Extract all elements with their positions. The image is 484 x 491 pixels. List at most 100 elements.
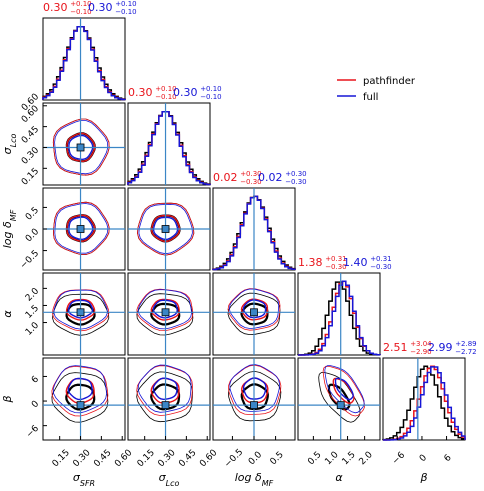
panel-1-1: 0.30 +0.10−0.100.30 +0.10−0.10 [127, 85, 222, 186]
contour-1sigma-black [65, 383, 96, 411]
x-tick-label: 2.0 [358, 450, 375, 467]
panel-3-1 [127, 272, 211, 356]
panel-frame [127, 272, 211, 356]
contour-2sigma-black [228, 370, 282, 422]
contour-2sigma-full [137, 364, 192, 413]
summary-plus-pathfinder-3: +0.31 [325, 255, 346, 263]
contour-2sigma-black [318, 372, 361, 423]
y-tick-label: 0.30 [20, 145, 41, 166]
contour-2sigma-pathfinder [136, 365, 193, 416]
summary-plus-pathfinder-0: +0.10 [70, 0, 91, 8]
truth-marker [76, 401, 85, 410]
y-axis-label-4: β [1, 395, 14, 403]
summary-plus-pathfinder-1: +0.10 [155, 85, 176, 93]
hist-black [42, 25, 126, 100]
contour-1sigma-full [242, 299, 267, 319]
panel-0-0: 0.30 +0.10−0.100.30 +0.10−0.100.60 [20, 0, 137, 113]
summary-median-full-3: 1.40 [343, 256, 368, 269]
y-tick-label: 2.0 [24, 286, 41, 303]
summary-median-pathfinder-2: 0.02 [213, 171, 238, 184]
x-tick-label: 0.30 [71, 448, 92, 469]
summary-minus-full-1: −0.10 [200, 93, 221, 101]
contour-1sigma-black [65, 302, 96, 326]
summary-minus-pathfinder-4: −2.90 [410, 348, 431, 356]
x-tick-label: 0.60 [113, 448, 134, 469]
x-tick-label: 1.0 [323, 450, 340, 467]
x-axis-label-0: σSFR [73, 471, 95, 488]
x-tick-label: 6 [443, 453, 454, 464]
summary-plus-full-3: +0.31 [370, 255, 391, 263]
legend: pathfinder full [337, 76, 416, 103]
summary-median-full-0: 0.30 [88, 1, 113, 14]
x-tick-label: 0.30 [156, 448, 177, 469]
panel-3-3: 1.38 +0.31−0.301.40 +0.31−0.30 [297, 255, 392, 356]
summary-median-full-4: 2.99 [428, 341, 453, 354]
panel-frame [297, 272, 381, 356]
truth-marker [161, 225, 170, 233]
hist-pathfinder [383, 365, 466, 441]
panel-4-0: 0.15 0.30 0.45 0.60 σSFR −6 0 6 β [1, 357, 135, 488]
x-tick-label: −0.5 [223, 447, 246, 470]
contour-1sigma-black [150, 383, 181, 411]
contour-2sigma-black [51, 372, 109, 423]
legend-label-pathfinder: pathfinder [363, 76, 416, 87]
summary-plus-full-2: +0.30 [285, 170, 306, 178]
panel-4-4: 2.51 +3.04−2.902.99 +2.89−2.72 −6 0 6 β [382, 340, 477, 484]
x-tick-label: 0.45 [92, 448, 113, 469]
contour-1sigma-pathfinder [150, 214, 181, 243]
contour-1sigma-pathfinder [66, 214, 96, 242]
legend-label-full: full [363, 92, 378, 103]
panel-frame [127, 357, 211, 441]
contour-1sigma-full [68, 216, 94, 240]
contour-2sigma-pathfinder [51, 365, 109, 417]
x-tick-label: −6 [391, 450, 408, 467]
panel-2-0: −0.5 0.0 0.5 log δMF [1, 187, 126, 272]
panel-frame [127, 102, 211, 186]
panel-frame [42, 357, 126, 441]
hist-full [127, 110, 211, 186]
contour-1sigma-full [152, 299, 178, 319]
y-tick-label: 0.15 [20, 166, 41, 187]
x-axis-label-3: α [335, 471, 343, 484]
hist-pathfinder [127, 110, 211, 186]
x-axis-label-2: log δMF [235, 471, 274, 488]
x-tick-label: 0.15 [51, 448, 72, 469]
truth-marker [250, 401, 258, 410]
y-axis-label-3: α [1, 310, 14, 318]
contour-2sigma-full [54, 203, 109, 254]
summary-minus-pathfinder-1: −0.10 [155, 93, 176, 101]
contour-1sigma-black [240, 383, 269, 411]
contour-1sigma-full [67, 377, 93, 401]
panel-2-1 [127, 187, 211, 271]
contour-2sigma-black [227, 292, 281, 336]
x-axis-label-4: β [419, 471, 427, 484]
contour-2sigma-pathfinder [228, 364, 282, 416]
summary-minus-full-0: −0.10 [115, 8, 136, 16]
x-tick-label: 0.45 [177, 448, 198, 469]
summary-plus-full-0: +0.10 [115, 0, 136, 8]
x-tick-label: 0.5 [306, 450, 323, 467]
panel-frame [42, 272, 126, 356]
panel-frame [297, 357, 381, 441]
truth-marker [336, 401, 345, 410]
truth-marker [250, 308, 258, 317]
summary-median-pathfinder-1: 0.30 [128, 86, 153, 99]
panel-frame [382, 357, 466, 441]
contour-1sigma-full [152, 377, 178, 401]
y-tick-label: −0.5 [19, 249, 42, 272]
contour-2sigma-full [324, 365, 365, 414]
contour-1sigma-pathfinder [150, 298, 180, 321]
summary-minus-full-2: −0.30 [285, 178, 306, 186]
hist-full [42, 25, 126, 101]
truth-marker [76, 308, 85, 317]
truth-marker [76, 225, 85, 233]
contour-2sigma-full [138, 203, 193, 255]
y-tick-label: 1.0 [24, 320, 41, 337]
panel-2-2: 0.02 +0.30−0.300.02 +0.30−0.30 [212, 170, 307, 271]
contour-1sigma-pathfinder [65, 298, 96, 321]
summary-minus-pathfinder-2: −0.30 [240, 178, 261, 186]
x-tick-label: 0.5 [269, 450, 286, 467]
contour-1sigma-full [67, 299, 94, 319]
